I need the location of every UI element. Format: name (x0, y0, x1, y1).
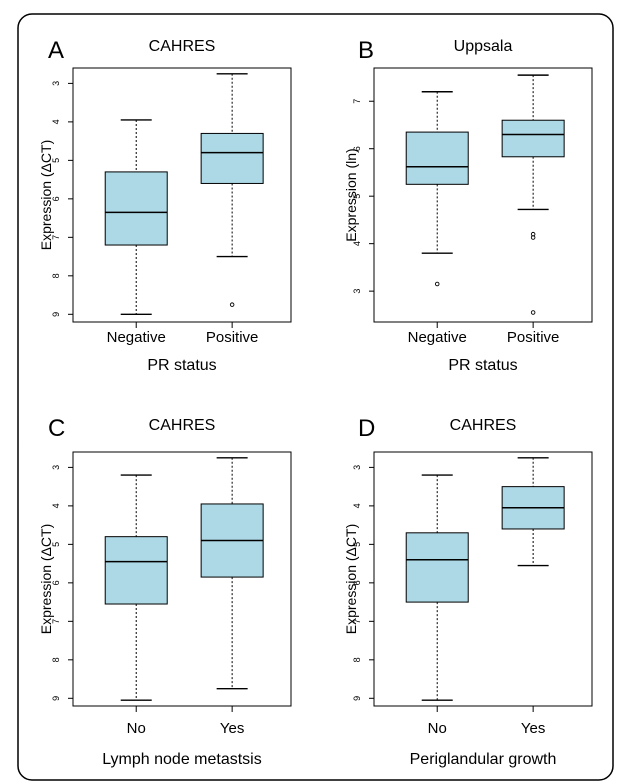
y-tick-label: 3 (352, 289, 362, 294)
panel-b: B Uppsala 3 4 5 6 7 Expression (ln) Negative Posi… (343, 37, 593, 374)
y-tick-label: 8 (51, 273, 61, 278)
x-tick-label: Negative (107, 329, 166, 346)
y-tick-label: 6 (352, 580, 362, 585)
outlier-point (530, 310, 536, 315)
box-no (104, 474, 168, 701)
y-tick-label: 5 (51, 542, 61, 547)
plot-frame (72, 67, 292, 323)
x-axis-label: Lymph node metastsis (102, 751, 261, 768)
outlier-point (434, 281, 440, 287)
box-positive (501, 74, 565, 315)
y-axis-label: Expression (ΔCT) (38, 140, 54, 250)
y-tick-label: 5 (352, 194, 362, 199)
iqr-box (405, 532, 469, 603)
x-tick-label: No (428, 720, 447, 737)
panel-c: C CAHRES 3 4 5 6 7 8 9 Expression (ΔCT) No Yes Lymph… (38, 415, 292, 768)
outlier-point (229, 302, 235, 307)
y-tick-label: 4 (352, 503, 362, 508)
iqr-box (104, 536, 168, 605)
box-negative (405, 91, 469, 287)
y-tick-label: 7 (51, 619, 61, 624)
x-axis-label: Periglandular growth (410, 751, 557, 768)
iqr-box (200, 132, 264, 184)
y-tick-label: 7 (51, 235, 61, 240)
panel-letter: C (48, 415, 65, 442)
y-tick-label: 4 (51, 503, 61, 508)
x-tick-label: Negative (408, 329, 467, 346)
panel-letter: A (48, 37, 64, 64)
x-tick-label: Positive (507, 329, 560, 346)
y-axis-label: Expression (ln) (343, 148, 359, 241)
iqr-box (405, 131, 469, 185)
panel-letter: B (358, 37, 374, 64)
chart-title: CAHRES (149, 417, 216, 434)
x-tick-label: No (127, 720, 146, 737)
y-tick-label: 6 (51, 580, 61, 585)
y-tick-label: 6 (51, 196, 61, 201)
x-tick-label: Positive (206, 329, 259, 346)
plot-frame (373, 451, 593, 707)
y-tick-label: 3 (51, 465, 61, 470)
x-tick-label: Yes (220, 720, 244, 737)
plot-frame (373, 67, 593, 323)
y-axis-label: Expression (ΔCT) (38, 524, 54, 634)
y-tick-label: 9 (51, 312, 61, 317)
panel-letter: D (358, 415, 375, 442)
chart-title: Uppsala (454, 38, 513, 55)
y-tick-label: 4 (352, 241, 362, 246)
x-tick-label: Yes (521, 720, 545, 737)
y-axis-label: Expression (ΔCT) (343, 524, 359, 634)
box-yes (501, 457, 565, 567)
y-tick-label: 7 (352, 99, 362, 104)
box-negative (104, 119, 168, 316)
plot-frame (72, 451, 292, 707)
y-tick-label: 7 (352, 619, 362, 624)
panel-d: D CAHRES 3 4 5 6 7 8 9 Expression (ΔCT) No Yes Perig… (343, 415, 593, 768)
x-axis-label: PR status (147, 357, 216, 374)
box-positive (200, 73, 264, 307)
box-yes (200, 457, 264, 690)
y-tick-label: 4 (51, 119, 61, 124)
y-tick-label: 8 (352, 657, 362, 662)
chart-title: CAHRES (450, 417, 517, 434)
y-tick-label: 8 (51, 657, 61, 662)
y-tick-label: 9 (352, 696, 362, 701)
iqr-box (501, 119, 565, 158)
panel-a: A CAHRES 3 4 5 6 7 8 9 Expression (ΔCT) Negative Po… (38, 37, 292, 374)
box-no (405, 474, 469, 701)
iqr-box (104, 171, 168, 246)
y-tick-label: 6 (352, 146, 362, 151)
y-tick-label: 3 (51, 81, 61, 86)
chart-title: CAHRES (149, 38, 216, 55)
y-tick-label: 9 (51, 696, 61, 701)
y-tick-label: 3 (352, 465, 362, 470)
y-tick-label: 5 (51, 158, 61, 163)
y-tick-label: 5 (352, 542, 362, 547)
outlier-point (530, 235, 536, 240)
x-axis-label: PR status (448, 357, 517, 374)
